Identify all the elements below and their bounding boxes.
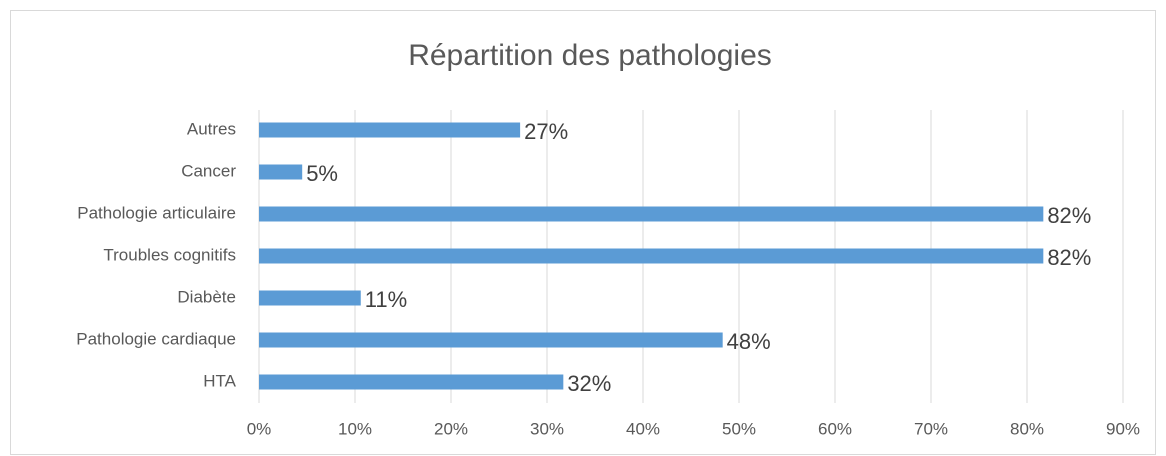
y-tick-label: Diabète (177, 287, 236, 306)
x-tick-label: 80% (1010, 419, 1044, 438)
y-tick-label: Autres (187, 119, 236, 138)
value-label: 32% (567, 371, 611, 396)
x-tick-label: 70% (914, 419, 948, 438)
value-label: 27% (524, 119, 568, 144)
x-tick-label: 90% (1106, 419, 1140, 438)
x-tick-label: 30% (530, 419, 564, 438)
y-tick-label: Troubles cognitifs (103, 245, 236, 264)
y-tick-label: Pathologie articulaire (77, 203, 236, 222)
y-tick-label: HTA (203, 371, 236, 390)
value-label: 11% (365, 287, 407, 312)
y-tick-label: Pathologie cardiaque (76, 329, 236, 348)
x-tick-label: 60% (818, 419, 852, 438)
bar (259, 206, 1044, 222)
value-label: 82% (1047, 245, 1091, 270)
bar (259, 290, 361, 306)
x-tick-label: 10% (338, 419, 372, 438)
bar (259, 248, 1044, 264)
x-tick-label: 20% (434, 419, 468, 438)
x-tick-label: 0% (247, 419, 272, 438)
bar (259, 122, 521, 138)
bar (259, 374, 564, 390)
value-label: 48% (727, 329, 771, 354)
x-tick-label: 40% (626, 419, 660, 438)
bar (259, 164, 303, 180)
y-tick-label: Cancer (181, 161, 236, 180)
chart-title: Répartition des pathologies (408, 39, 772, 72)
bar (259, 332, 723, 348)
value-label: 82% (1047, 203, 1091, 228)
x-tick-label: 50% (722, 419, 756, 438)
chart-border (10, 10, 1156, 455)
value-label: 5% (306, 161, 338, 186)
